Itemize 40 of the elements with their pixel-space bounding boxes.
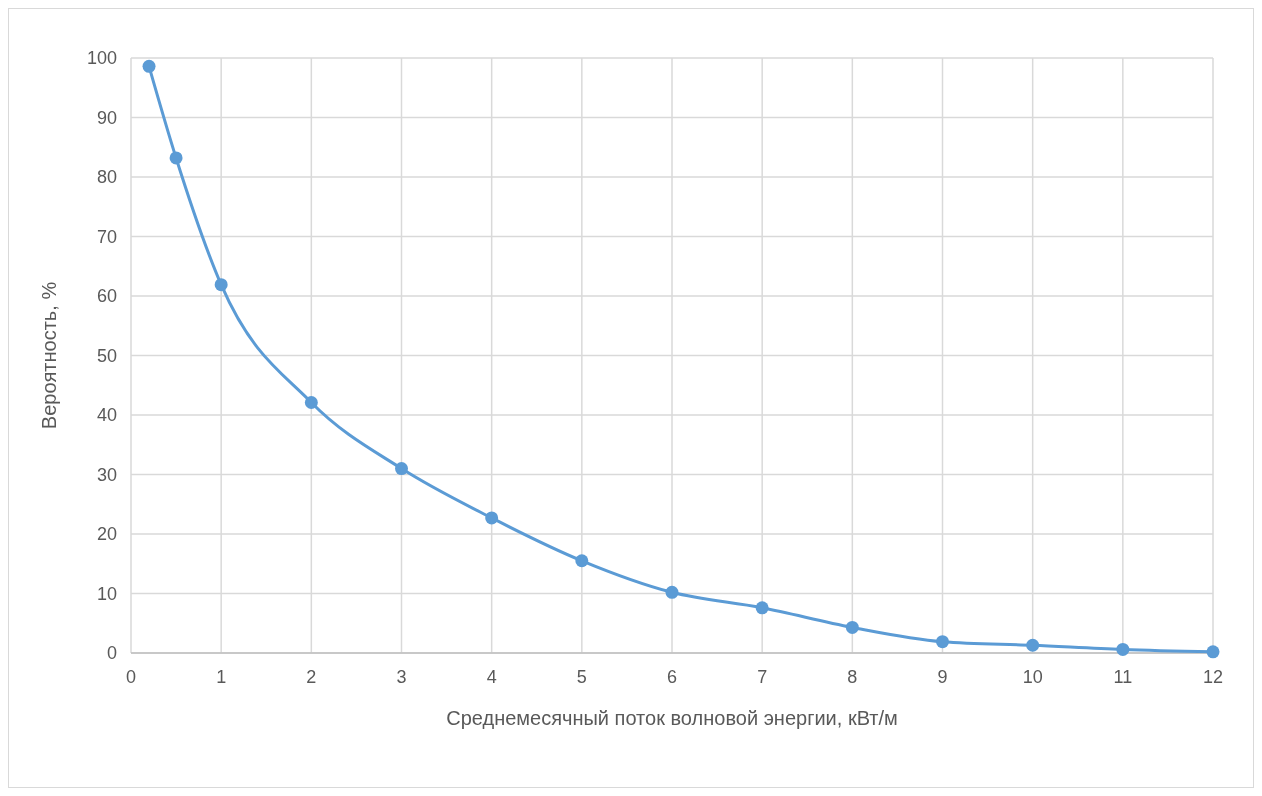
y-axis-title: Вероятность, %: [38, 281, 60, 430]
x-tick-label: 8: [847, 667, 858, 687]
x-tick-label: 0: [125, 667, 137, 687]
point: [755, 601, 769, 615]
point: [1026, 638, 1040, 652]
y-tick-label: 30: [96, 464, 117, 485]
x-tick-label: 10: [1022, 667, 1043, 687]
y-tick-label: 50: [96, 345, 117, 366]
x-tick-label: 4: [486, 667, 497, 687]
x-tick-label: 3: [396, 667, 407, 687]
x-tick-label: 12: [1202, 667, 1224, 687]
point: [485, 511, 499, 525]
point: [1116, 642, 1130, 656]
x-tick-label: 11: [1113, 667, 1133, 687]
point: [169, 151, 183, 165]
y-tick-label: 70: [96, 226, 117, 247]
point: [304, 396, 318, 410]
y-tick-label: 0: [106, 643, 117, 664]
x-tick-label: 7: [757, 667, 768, 687]
point: [1206, 645, 1220, 659]
x-axis-title: Среднемесячный поток волновой энергии, кВт/м: [446, 707, 898, 729]
x-tick-label: 6: [666, 667, 678, 687]
y-tick-label: 10: [96, 583, 117, 604]
y-tick-label: 90: [96, 107, 117, 128]
point: [575, 554, 589, 568]
x-tick-label: 1: [216, 667, 227, 687]
point: [665, 585, 679, 599]
x-tick-label: 5: [576, 667, 587, 687]
y-tick-label: 60: [96, 286, 117, 307]
point: [845, 620, 859, 634]
point: [395, 462, 408, 476]
y-tick-label: 20: [96, 524, 117, 545]
y-tick-label: 80: [96, 167, 117, 188]
x-tick-label: 9: [937, 667, 948, 687]
x-tick-label: 2: [306, 667, 317, 687]
y-tick-label: 40: [96, 405, 117, 426]
y-tick-label: 100: [86, 48, 117, 69]
point: [142, 59, 156, 73]
point: [936, 635, 949, 649]
point: [214, 278, 228, 292]
